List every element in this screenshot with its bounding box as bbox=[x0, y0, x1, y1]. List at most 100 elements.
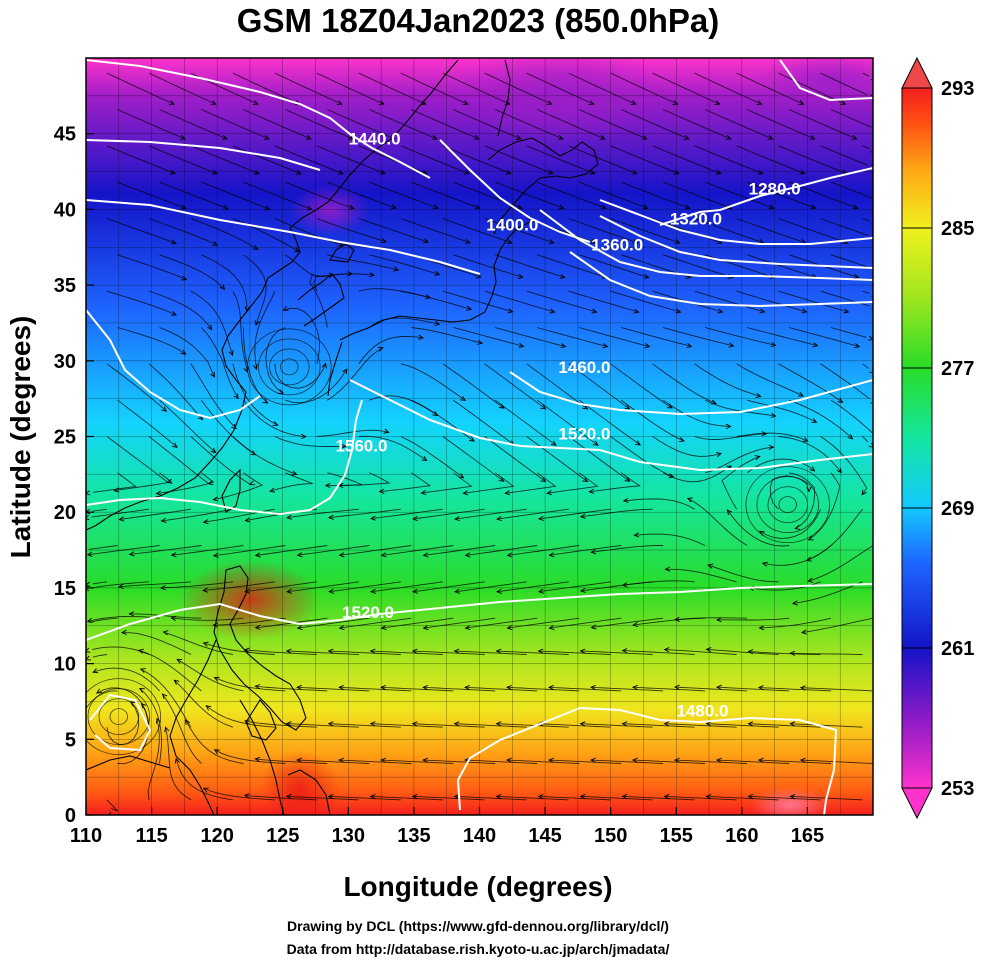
streamline-arrow bbox=[377, 346, 384, 352]
streamline-arrow bbox=[369, 793, 376, 800]
streamline bbox=[106, 799, 118, 812]
streamline bbox=[203, 787, 275, 801]
streamline bbox=[442, 436, 504, 482]
streamline-arrow bbox=[789, 650, 796, 656]
streamline bbox=[190, 290, 234, 356]
streamline bbox=[716, 686, 790, 692]
streamline bbox=[736, 218, 806, 244]
streamline bbox=[371, 581, 443, 593]
streamline bbox=[507, 759, 580, 764]
streamline bbox=[778, 145, 847, 175]
streamline-arrow bbox=[675, 308, 682, 314]
streamline bbox=[190, 218, 258, 250]
streamline-arrow bbox=[243, 793, 250, 799]
streamline-arrow bbox=[872, 477, 873, 478]
streamline-arrow bbox=[579, 721, 586, 727]
streamline bbox=[538, 581, 611, 593]
streamline bbox=[694, 290, 765, 313]
streamline bbox=[465, 759, 538, 764]
colorbar-tick-label: 269 bbox=[941, 498, 974, 520]
streamline bbox=[117, 254, 187, 281]
streamline bbox=[148, 145, 218, 175]
streamline-arrow bbox=[506, 625, 513, 631]
streamline bbox=[662, 465, 732, 483]
wind-streamlines bbox=[86, 72, 880, 815]
streamline bbox=[274, 72, 342, 105]
streamline-arrow bbox=[548, 552, 555, 558]
streamline-arrow bbox=[515, 134, 522, 140]
streamline-arrow bbox=[582, 404, 589, 410]
streamline-arrow bbox=[324, 482, 331, 489]
streamline-arrow bbox=[348, 204, 355, 210]
streamline-arrow bbox=[624, 476, 631, 482]
streamline-arrow bbox=[673, 684, 680, 690]
streamline-arrow bbox=[621, 648, 628, 654]
streamline-arrow bbox=[86, 617, 93, 623]
streamline bbox=[694, 145, 763, 175]
streamline bbox=[746, 254, 817, 278]
streamline bbox=[92, 581, 108, 585]
streamline bbox=[147, 718, 160, 800]
streamline-arrow bbox=[219, 284, 226, 291]
streamline bbox=[214, 677, 286, 692]
streamline bbox=[400, 290, 472, 310]
y-tick-label: 5 bbox=[65, 729, 76, 751]
streamline bbox=[214, 749, 286, 764]
streamline bbox=[538, 723, 611, 728]
streamline-arrow bbox=[757, 169, 764, 175]
streamline bbox=[92, 654, 108, 658]
streamline bbox=[423, 759, 496, 764]
streamline-arrow bbox=[254, 552, 261, 558]
streamline-arrow bbox=[370, 588, 377, 594]
streamline bbox=[274, 145, 344, 175]
streamline bbox=[788, 399, 853, 440]
contour-labels: 1440.0 1400.0 1360.0 1320.0 1280.0 1460.0 1520… bbox=[335, 129, 800, 720]
streamline-arrow bbox=[579, 587, 586, 593]
streamline bbox=[339, 759, 412, 764]
streamline-arrow bbox=[506, 757, 512, 763]
streamline-arrow bbox=[453, 721, 460, 727]
streamline-arrow bbox=[635, 440, 641, 446]
streamline bbox=[665, 568, 737, 583]
streamline bbox=[412, 795, 485, 801]
streamline bbox=[286, 723, 359, 728]
streamline bbox=[830, 399, 873, 434]
streamline bbox=[175, 758, 233, 801]
streamline-arrow bbox=[836, 467, 842, 474]
contour-label: 1520.0 bbox=[342, 603, 394, 622]
streamline bbox=[106, 218, 177, 244]
streamline bbox=[465, 617, 538, 629]
streamline-arrow bbox=[369, 721, 376, 727]
streamline-arrow bbox=[184, 719, 191, 726]
streamline bbox=[580, 723, 653, 728]
streamline bbox=[652, 363, 717, 404]
streamline-arrow bbox=[180, 204, 187, 210]
vortex-ring bbox=[280, 358, 299, 376]
streamline bbox=[610, 218, 680, 244]
streamline bbox=[286, 650, 359, 655]
streamline-arrow bbox=[496, 588, 502, 594]
streamline bbox=[537, 327, 608, 348]
streamline bbox=[423, 686, 496, 692]
vortex-ring bbox=[778, 496, 797, 514]
streamline-arrow bbox=[770, 341, 777, 348]
vortex-ring bbox=[247, 328, 332, 406]
streamline bbox=[830, 109, 872, 128]
streamline bbox=[162, 693, 202, 764]
streamline bbox=[381, 617, 454, 629]
streamline bbox=[746, 181, 816, 209]
streamline bbox=[484, 363, 546, 410]
streamline-arrow bbox=[378, 100, 385, 105]
streamline-arrow bbox=[633, 532, 640, 538]
streamline bbox=[758, 759, 832, 764]
streamline-arrow bbox=[380, 625, 387, 631]
streamline bbox=[610, 290, 681, 313]
streamline-arrow bbox=[86, 647, 91, 653]
streamline bbox=[537, 109, 605, 140]
streamline bbox=[381, 759, 454, 764]
streamline bbox=[694, 72, 762, 105]
streamline bbox=[442, 218, 512, 244]
streamline-arrow bbox=[875, 326, 880, 330]
colorbar-tick-label: 277 bbox=[941, 358, 974, 380]
streamline-arrow bbox=[453, 648, 460, 654]
